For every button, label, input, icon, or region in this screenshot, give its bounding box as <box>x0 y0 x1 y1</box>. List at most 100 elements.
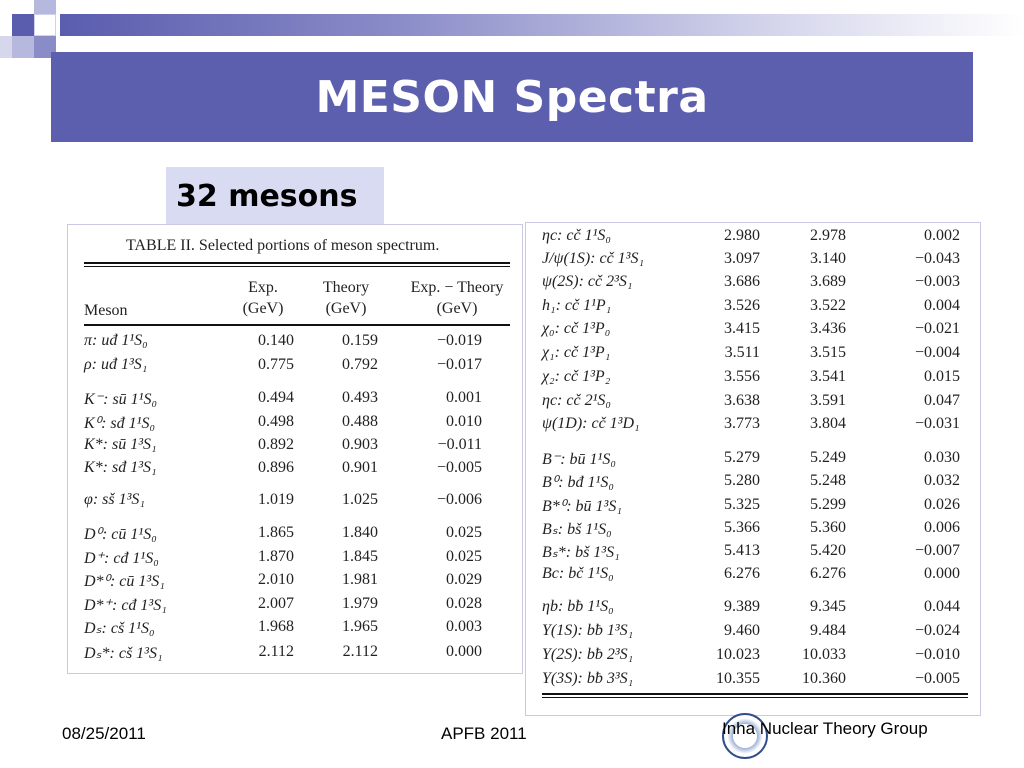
table-caption: TABLE II. Selected portions of meson spe… <box>126 237 440 254</box>
decor-square <box>34 0 56 14</box>
exp-cell: 10.355 <box>716 670 760 687</box>
meson-cell: Bₛ: bš 1¹S₀ <box>542 521 612 538</box>
theory-cell: 1.025 <box>342 491 378 508</box>
meson-cell: Υ(2S): bƀ 2³S₁ <box>542 646 634 663</box>
exp-cell: 3.773 <box>724 415 760 432</box>
theory-cell: 1.840 <box>342 524 378 541</box>
table-row: χ₀: cč 1³P₀ 3.415 3.436 −0.021 <box>542 320 968 344</box>
theory-cell: 3.804 <box>810 415 846 432</box>
meson-cell: B*⁰: bū 1³S₁ <box>542 498 622 515</box>
diff-cell: 0.030 <box>924 449 960 466</box>
table-row: Υ(1S): bƀ 1³S₁ 9.460 9.484 −0.024 <box>542 622 968 646</box>
meson-cell: π: uđ 1¹S₀ <box>84 332 148 349</box>
exp-cell: 3.097 <box>724 250 760 267</box>
table-rule <box>542 697 968 698</box>
meson-table-left: TABLE II. Selected portions of meson spe… <box>67 224 523 674</box>
exp-cell: 5.279 <box>724 449 760 466</box>
meson-cell: ψ(1D): cč 1³D₁ <box>542 415 640 432</box>
diff-cell: 0.025 <box>446 548 482 565</box>
diff-cell: 0.002 <box>924 227 960 244</box>
table-row: K*: sđ 1³S₁ 0.896 0.901 −0.005 <box>84 459 510 483</box>
theory-cell: 9.484 <box>810 622 846 639</box>
meson-cell: K⁻: sū 1¹S₀ <box>84 391 158 408</box>
exp-cell: 9.460 <box>724 622 760 639</box>
theory-cell: 3.515 <box>810 344 846 361</box>
meson-cell: Bc: bč 1¹S₀ <box>542 565 614 582</box>
exp-cell: 5.325 <box>724 496 760 513</box>
table-row: ρ: uđ 1³S₁ 0.775 0.792 −0.017 <box>84 356 510 380</box>
meson-cell: B⁰: bđ 1¹S₀ <box>542 474 614 491</box>
meson-cell: D*⁺: cđ 1³S₁ <box>84 597 167 614</box>
diff-cell: −0.005 <box>914 670 960 687</box>
exp-cell: 2.980 <box>724 227 760 244</box>
theory-cell: 5.248 <box>810 472 846 489</box>
decor-square <box>12 36 34 58</box>
diff-cell: −0.006 <box>436 491 482 508</box>
diff-cell: −0.021 <box>914 320 960 337</box>
exp-cell: 0.892 <box>258 436 294 453</box>
meson-cell: ψ(2S): cč 2³S₁ <box>542 273 633 290</box>
meson-cell: ηb: bƀ 1¹S₀ <box>542 598 614 615</box>
theory-cell: 0.493 <box>342 389 378 406</box>
diff-cell: −0.017 <box>436 356 482 373</box>
header-diff-unit: (GeV) <box>436 300 478 317</box>
table-row: ηc: cč 2¹S₀ 3.638 3.591 0.047 <box>542 392 968 416</box>
diff-cell: −0.019 <box>436 332 482 349</box>
theory-cell: 3.436 <box>810 320 846 337</box>
header-theory: Theory (GeV) <box>311 277 381 319</box>
exp-cell: 5.413 <box>724 542 760 559</box>
diff-cell: 0.001 <box>446 389 482 406</box>
table-row: Bc: bč 1¹S₀ 6.276 6.276 0.000 <box>542 565 968 589</box>
exp-cell: 2.007 <box>258 595 294 612</box>
theory-cell: 9.345 <box>810 598 846 615</box>
table-row: B*⁰: bū 1³S₁ 5.325 5.299 0.026 <box>542 496 968 520</box>
diff-cell: 0.006 <box>924 519 960 536</box>
decor-square <box>34 36 56 58</box>
theory-cell: 1.965 <box>342 618 378 635</box>
meson-cell: B⁻: bū 1¹S₀ <box>542 451 616 468</box>
table-row: D⁺: cđ 1¹S₀ 1.870 1.845 0.025 <box>84 548 510 572</box>
table-row: D⁰: cū 1¹S₀ 1.865 1.840 0.025 <box>84 524 510 548</box>
exp-cell: 0.140 <box>258 332 294 349</box>
table-row: Bₛ*: bš 1³S₁ 5.413 5.420 −0.007 <box>542 542 968 566</box>
theory-cell: 2.112 <box>342 643 378 660</box>
diff-cell: −0.031 <box>914 415 960 432</box>
header-exp-label: Exp. <box>248 279 278 296</box>
meson-cell: Dₛ*: cš 1³S₁ <box>84 645 163 662</box>
exp-cell: 0.494 <box>258 389 294 406</box>
theory-cell: 3.689 <box>810 273 846 290</box>
meson-cell: Bₛ*: bš 1³S₁ <box>542 544 620 561</box>
theory-cell: 3.591 <box>810 392 846 409</box>
table-row: ψ(2S): cč 2³S₁ 3.686 3.689 −0.003 <box>542 273 968 297</box>
diff-cell: 0.025 <box>446 524 482 541</box>
meson-cell: h₁: cč 1¹P₁ <box>542 297 612 314</box>
decor-square <box>12 14 34 36</box>
meson-cell: J/ψ(1S): cč 1³S₁ <box>542 250 645 267</box>
table-rule <box>84 324 510 326</box>
diff-cell: 0.029 <box>446 571 482 588</box>
meson-cell: K⁰: sđ 1¹S₀ <box>84 415 155 432</box>
table-row: φ: sš 1³S₁ 1.019 1.025 −0.006 <box>84 491 510 515</box>
table-row: Bₛ: bš 1¹S₀ 5.366 5.360 0.006 <box>542 519 968 543</box>
table-row: B⁻: bū 1¹S₀ 5.279 5.249 0.030 <box>542 449 968 473</box>
theory-cell: 0.488 <box>342 413 378 430</box>
exp-cell: 10.023 <box>716 646 760 663</box>
diff-cell: −0.007 <box>914 542 960 559</box>
theory-cell: 0.901 <box>342 459 378 476</box>
diff-cell: 0.032 <box>924 472 960 489</box>
theory-cell: 5.420 <box>810 542 846 559</box>
diff-cell: 0.015 <box>924 368 960 385</box>
exp-cell: 0.775 <box>258 356 294 373</box>
table-row: Dₛ*: cš 1³S₁ 2.112 2.112 0.000 <box>84 643 510 667</box>
theory-cell: 10.360 <box>802 670 846 687</box>
meson-cell: D⁺: cđ 1¹S₀ <box>84 550 159 567</box>
table-row: K⁰: sđ 1¹S₀ 0.498 0.488 0.010 <box>84 413 510 437</box>
table-row: Dₛ: cš 1¹S₀ 1.968 1.965 0.003 <box>84 618 510 642</box>
header-exp: Exp. (GeV) <box>228 277 298 319</box>
exp-cell: 0.896 <box>258 459 294 476</box>
diff-cell: −0.003 <box>914 273 960 290</box>
exp-cell: 0.498 <box>258 413 294 430</box>
theory-cell: 10.033 <box>802 646 846 663</box>
header-meson: Meson <box>84 302 128 319</box>
table-row: χ₁: cč 1³P₁ 3.511 3.515 −0.004 <box>542 344 968 368</box>
